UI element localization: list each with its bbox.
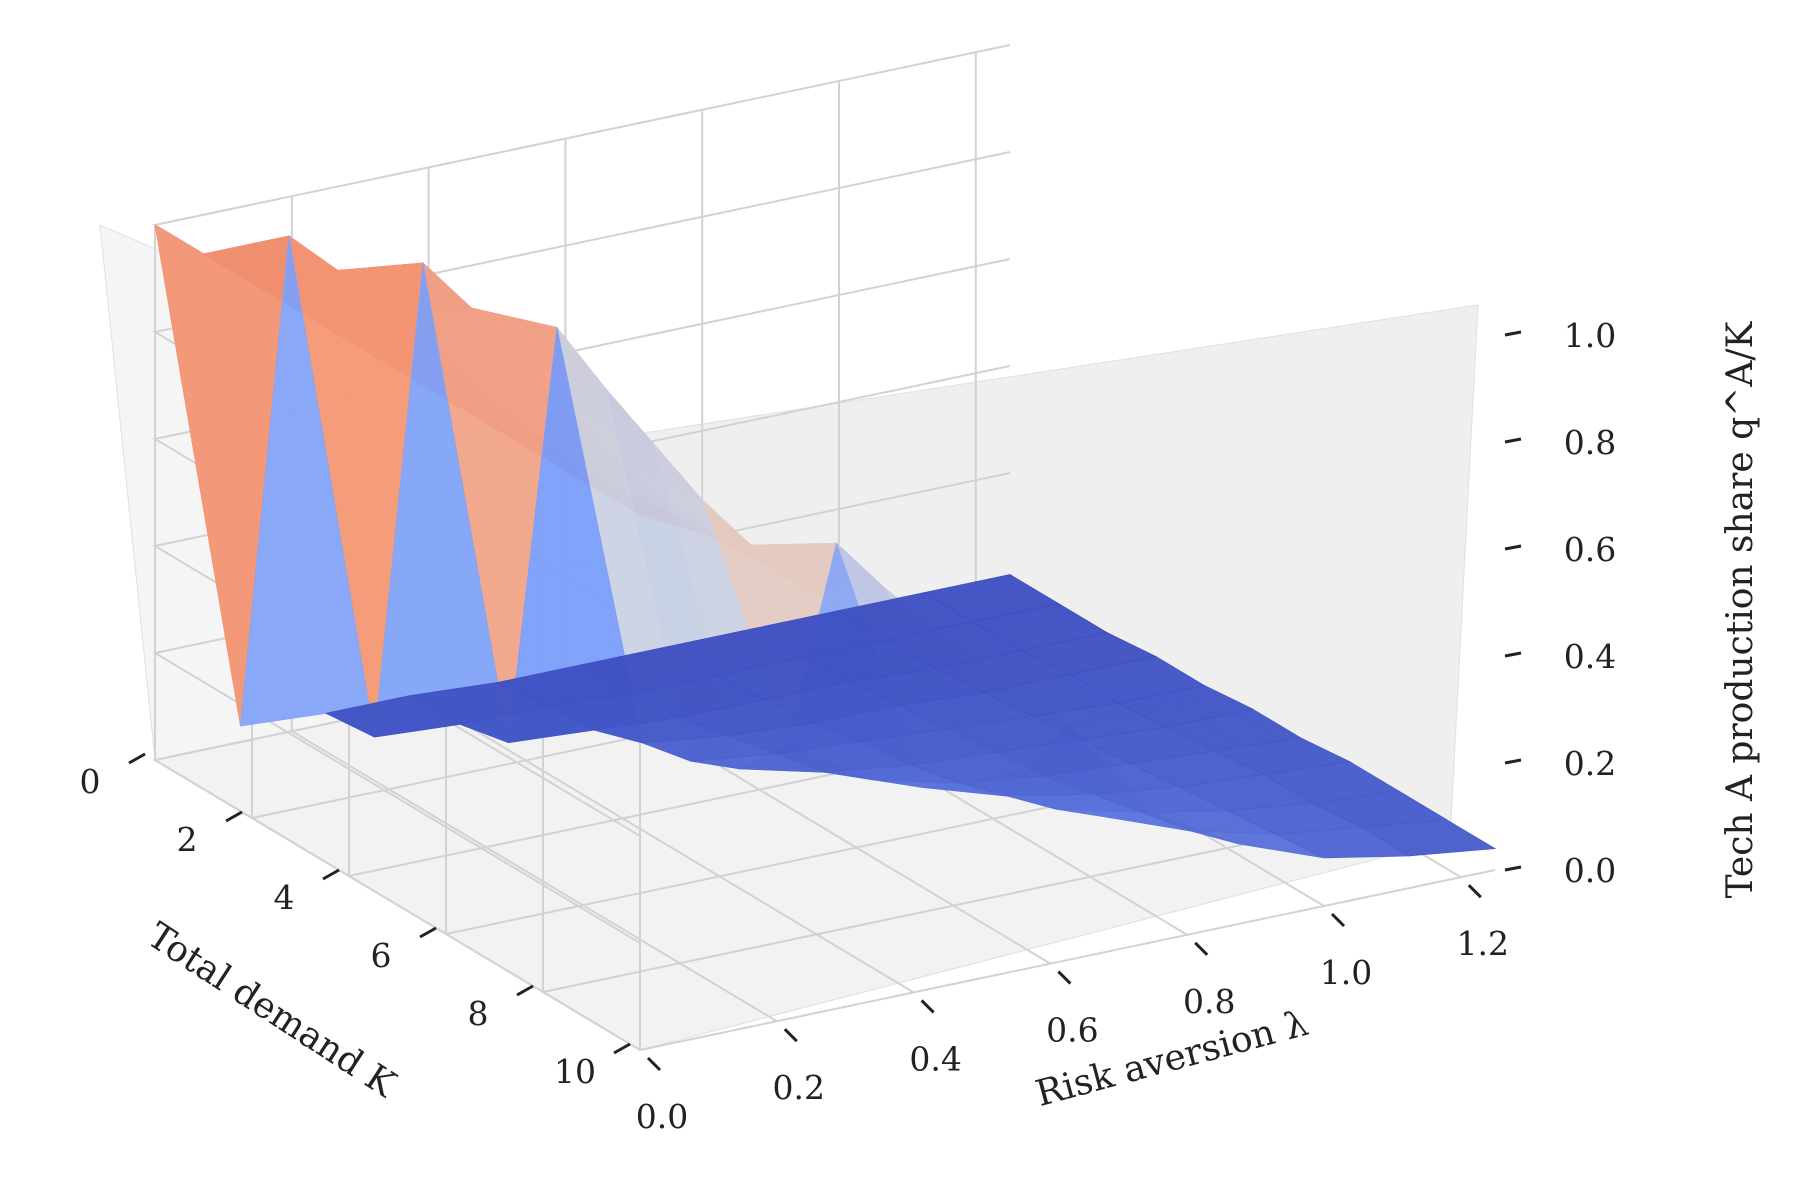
y-tick-label: 1.2 bbox=[1457, 924, 1509, 963]
x-tick-label: 4 bbox=[274, 878, 295, 917]
z-gridline bbox=[152, 365, 1011, 837]
z-tick bbox=[1504, 544, 1522, 551]
z-tick bbox=[1504, 330, 1522, 337]
tick-labels: 0 2 4 6 8 10 0.0 0.2 0.4 0.6 0.8 1.0 1.2 0.0 0.2 0.4 0.6… bbox=[80, 316, 1617, 1136]
y-tick bbox=[920, 999, 935, 1014]
x-tick bbox=[322, 868, 340, 881]
x-tick-label: 0 bbox=[80, 762, 101, 801]
z-tick-label: 0.8 bbox=[1564, 423, 1616, 462]
y-tick-label: 0.4 bbox=[909, 1039, 961, 1078]
z-tick bbox=[1504, 865, 1522, 872]
x-tick-label: 2 bbox=[177, 820, 198, 859]
z-axis-label: Tech A production share q^A/K bbox=[1720, 321, 1761, 899]
x-tick-label: 6 bbox=[371, 936, 392, 975]
y-tick bbox=[1057, 970, 1072, 985]
y-tick bbox=[783, 1028, 798, 1043]
z-tick bbox=[1504, 758, 1522, 765]
x-tick-label: 10 bbox=[554, 1052, 596, 1091]
y-tick bbox=[646, 1056, 662, 1072]
x-axis-label: Total demand K bbox=[140, 915, 403, 1106]
y-tick-label: 0.6 bbox=[1046, 1011, 1098, 1050]
z-tick-label: 0.6 bbox=[1564, 530, 1616, 569]
z-tick bbox=[1504, 651, 1522, 658]
y-tick-label: 0.2 bbox=[773, 1068, 825, 1107]
tick-marks bbox=[128, 330, 1522, 1072]
x-tick-label: 8 bbox=[468, 994, 489, 1033]
y-tick bbox=[1330, 912, 1346, 928]
x-tick bbox=[128, 752, 146, 765]
x-tick bbox=[516, 984, 534, 997]
surface-patch bbox=[923, 574, 1060, 623]
z-tick bbox=[1504, 437, 1522, 444]
surface bbox=[154, 224, 1497, 859]
y-tick bbox=[1467, 884, 1482, 899]
x-tick bbox=[613, 1042, 631, 1055]
z-tick-label: 0.0 bbox=[1564, 851, 1616, 890]
z-tick-label: 1.0 bbox=[1564, 316, 1616, 355]
x-tick bbox=[225, 810, 243, 823]
z-tick-label: 0.4 bbox=[1564, 637, 1616, 676]
y-tick-label: 0.0 bbox=[636, 1097, 688, 1136]
z-tick-label: 0.2 bbox=[1564, 744, 1616, 783]
x-tick bbox=[419, 926, 437, 939]
y-tick-label: 1.0 bbox=[1320, 953, 1372, 992]
y-tick bbox=[1194, 941, 1209, 956]
y-tick-label: 0.8 bbox=[1183, 982, 1235, 1021]
